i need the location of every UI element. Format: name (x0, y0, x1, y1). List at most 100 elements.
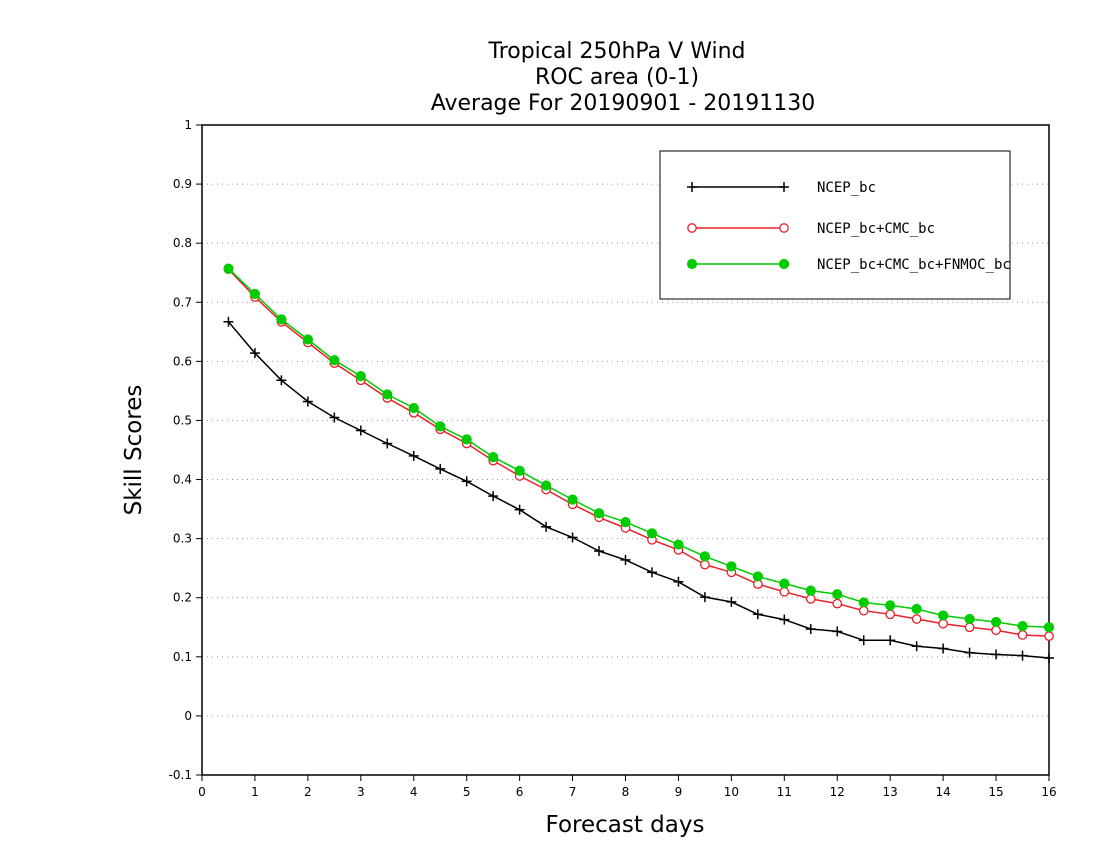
legend-item: NCEP_bc (687, 180, 876, 196)
y-tick-label: -0.1 (169, 768, 192, 782)
data-point (964, 613, 975, 625)
data-point (699, 592, 710, 603)
data-point (858, 635, 869, 646)
data-point (938, 610, 949, 621)
x-tick-label: 2 (304, 785, 312, 799)
data-point (911, 603, 922, 615)
y-tick-label: 0.9 (173, 177, 192, 191)
x-tick-label: 11 (777, 785, 792, 799)
data-point (885, 600, 896, 611)
data-point (991, 649, 1002, 660)
data-point (726, 596, 737, 607)
data-point (1017, 650, 1028, 661)
data-point (646, 567, 657, 578)
data-point (938, 643, 949, 654)
data-point (1017, 620, 1028, 632)
legend-marker (686, 258, 698, 270)
x-tick-label: 4 (410, 785, 418, 799)
legend-marker (779, 182, 789, 192)
data-point (752, 571, 763, 582)
x-tick-label: 8 (622, 785, 630, 799)
data-point (620, 516, 631, 528)
legend-marker (778, 258, 790, 270)
legend: NCEP_bc NCEP_bc+CMC_bc NCEP_bc+CMC_bc+FNMO… (659, 150, 1011, 300)
x-tick-label: 7 (569, 785, 577, 799)
legend-item: NCEP_bc+CMC_bc (687, 221, 935, 237)
data-point (302, 334, 313, 345)
x-tick-label: 10 (724, 785, 739, 799)
data-point (911, 614, 922, 624)
data-point (1017, 630, 1028, 640)
series-1 (223, 264, 1054, 641)
data-point (779, 586, 790, 597)
y-tick-label: 0.3 (173, 532, 192, 546)
data-point (329, 412, 340, 423)
data-point (964, 647, 975, 658)
data-point (858, 597, 869, 608)
x-tick-label: 5 (463, 785, 471, 799)
y-tick-label: 0.8 (173, 236, 192, 250)
y-tick-label: 0.6 (173, 354, 192, 368)
series (223, 263, 1055, 663)
data-point (249, 348, 260, 359)
data-point (620, 554, 631, 565)
data-point (832, 589, 843, 600)
data-point (488, 451, 499, 463)
data-point (435, 421, 446, 432)
y-tick-label: 0.7 (173, 295, 192, 309)
y-tick-label: 1 (184, 118, 192, 132)
data-point (249, 288, 261, 300)
data-point (885, 635, 896, 646)
data-point (223, 316, 234, 327)
x-tick-label: 13 (883, 785, 898, 799)
axes: -0.100.10.20.30.40.50.60.70.80.910 1 2 3 4 5 6… (169, 118, 1057, 799)
data-point (435, 463, 446, 474)
data-point (567, 532, 578, 543)
x-tick-label: 14 (935, 785, 950, 799)
data-point (911, 641, 922, 652)
title-line-1: Tropical 250hPa V Wind (487, 39, 745, 64)
series-0 (223, 316, 1054, 663)
series-2 (223, 263, 1055, 633)
data-point (382, 438, 393, 449)
data-point (832, 626, 843, 637)
data-point (514, 465, 525, 476)
data-point (991, 625, 1001, 636)
legend-marker (687, 182, 697, 192)
legend-label: NCEP_bc+CMC_bc (817, 221, 935, 237)
legend-label: NCEP_bc+CMC_bc+FNMOC_bc (817, 257, 1011, 273)
data-point (1044, 631, 1054, 641)
data-point (302, 396, 313, 407)
data-point (699, 551, 711, 562)
series-line (227, 268, 1050, 637)
data-point (355, 371, 366, 382)
data-point (805, 624, 816, 635)
y-tick-label: 0 (184, 709, 192, 723)
chart-title: Tropical 250hPa V Wind ROC area (0-1) Av… (431, 39, 816, 116)
title-line-3: Average For 20190901 - 20191130 (431, 91, 816, 116)
legend-label: NCEP_bc (817, 180, 876, 196)
data-point (1044, 653, 1054, 663)
data-point (1043, 622, 1055, 633)
data-point (700, 559, 710, 570)
data-point (514, 504, 525, 515)
legend-item: NCEP_bc+CMC_bc+FNMOC_bc (686, 257, 1011, 273)
title-line-2: ROC area (0-1) (535, 65, 699, 90)
data-point (408, 402, 419, 414)
data-point (355, 425, 366, 436)
data-point (858, 605, 869, 616)
x-tick-label: 3 (357, 785, 365, 799)
data-point (329, 355, 340, 366)
legend-marker (779, 223, 789, 233)
data-point (382, 389, 393, 400)
data-point (673, 576, 684, 587)
legend-marker (687, 223, 697, 233)
data-point (461, 434, 472, 445)
data-point (779, 614, 790, 625)
y-tick-label: 0.5 (173, 413, 192, 427)
legend-box (659, 150, 1011, 300)
data-point (805, 594, 816, 604)
data-point (461, 476, 472, 487)
x-tick-label: 9 (675, 785, 683, 799)
